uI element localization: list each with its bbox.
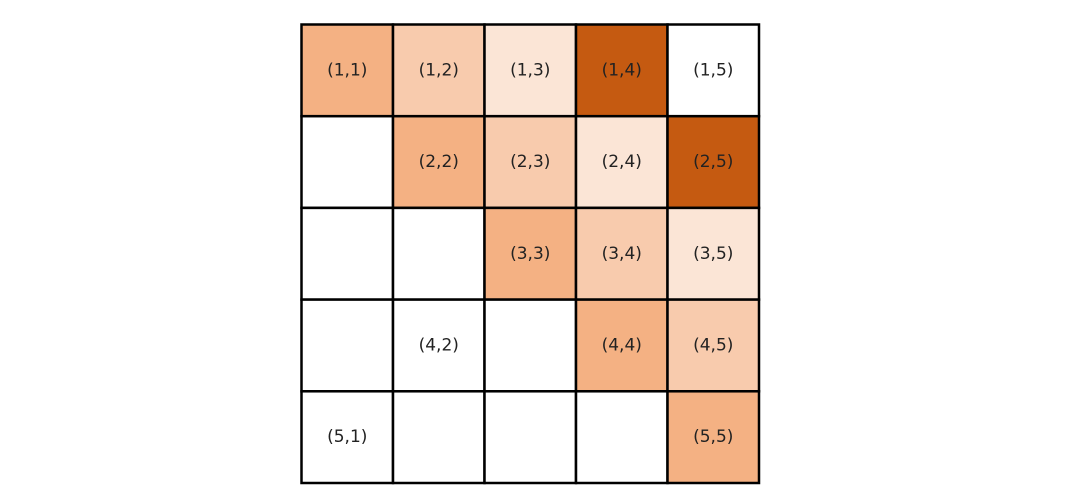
cell-label: (3,5)	[693, 244, 733, 264]
cell-label: (2,2)	[419, 152, 459, 172]
grid-cell	[666, 206, 761, 301]
cell-label: (5,1)	[327, 427, 367, 447]
cell-label: (2,5)	[693, 152, 733, 172]
cell-label: (1,1)	[327, 60, 367, 80]
cell-label: (1,2)	[419, 60, 459, 80]
grid-cell	[391, 114, 486, 210]
grid-cell	[300, 206, 395, 301]
grid-cell	[483, 390, 578, 485]
cell-label: (2,4)	[602, 152, 642, 172]
cell-label: (1,5)	[693, 60, 733, 80]
grid-cell	[574, 114, 669, 210]
cell-label: (1,3)	[510, 60, 550, 80]
grid-cell	[300, 114, 395, 210]
cell-label: (5,5)	[693, 427, 733, 447]
grid-cell	[391, 206, 486, 301]
cell-label: (4,4)	[602, 335, 642, 355]
grid-cell	[391, 23, 486, 118]
cell-label: (3,3)	[510, 244, 550, 264]
cell-label: (1,4)	[602, 60, 642, 80]
grid-cell	[483, 298, 578, 393]
grid-cell	[391, 390, 486, 485]
cell-label: (4,2)	[419, 335, 459, 355]
grid-cell	[300, 298, 395, 393]
grid-cell	[574, 298, 669, 393]
grid-cell	[666, 390, 761, 485]
cell-label: (3,4)	[602, 244, 642, 264]
grid-cell	[483, 206, 578, 301]
grid-cell	[300, 23, 395, 118]
grid-cell	[574, 390, 669, 485]
cell-label: (2,3)	[510, 152, 550, 172]
grid-cell	[300, 390, 395, 485]
cell-label: (4,5)	[693, 335, 733, 355]
